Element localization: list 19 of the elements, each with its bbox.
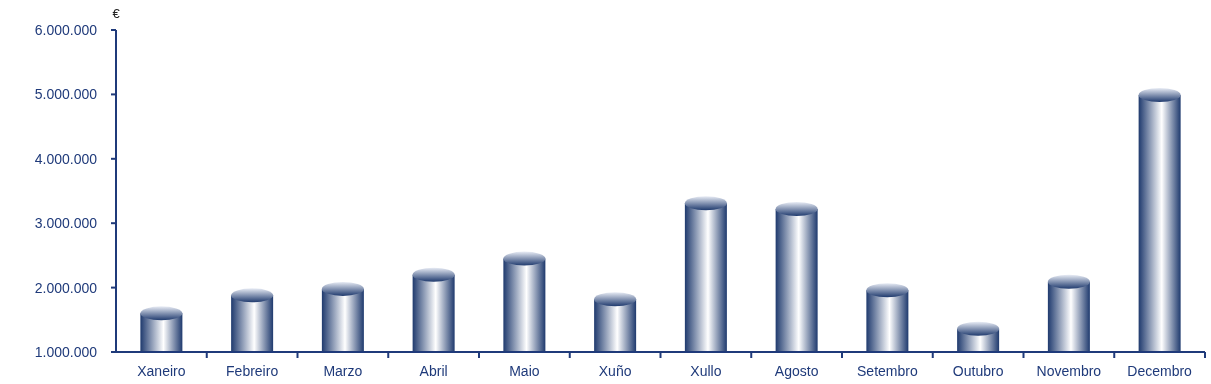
x-tick-label: Febreiro (226, 363, 279, 379)
y-tick-label: 5.000.000 (34, 86, 98, 103)
x-tick-label: Decembro (1127, 363, 1193, 379)
x-tick-label: Setembro (857, 363, 918, 379)
y-tick-label: 4.000.000 (34, 150, 98, 167)
y-tick-label: 2.000.000 (34, 279, 98, 296)
x-tick-label: Marzo (323, 363, 363, 379)
x-tick-label: Xuño (598, 363, 632, 379)
y-tick-label: 1.000.000 (34, 343, 98, 360)
y-axis-title: € (112, 6, 121, 21)
y-tick-label: 3.000.000 (34, 215, 98, 232)
x-tick-label: Novembro (1036, 363, 1102, 379)
x-tick-label: Abril (419, 363, 448, 379)
x-tick-label: Xaneiro (137, 363, 186, 379)
y-tick-label: 6.000.000 (34, 21, 98, 38)
x-tick-label: Outubro (952, 363, 1004, 379)
x-tick-label: Agosto (774, 363, 819, 379)
x-tick-label: Maio (509, 363, 540, 379)
x-tick-label: Xullo (690, 363, 722, 379)
